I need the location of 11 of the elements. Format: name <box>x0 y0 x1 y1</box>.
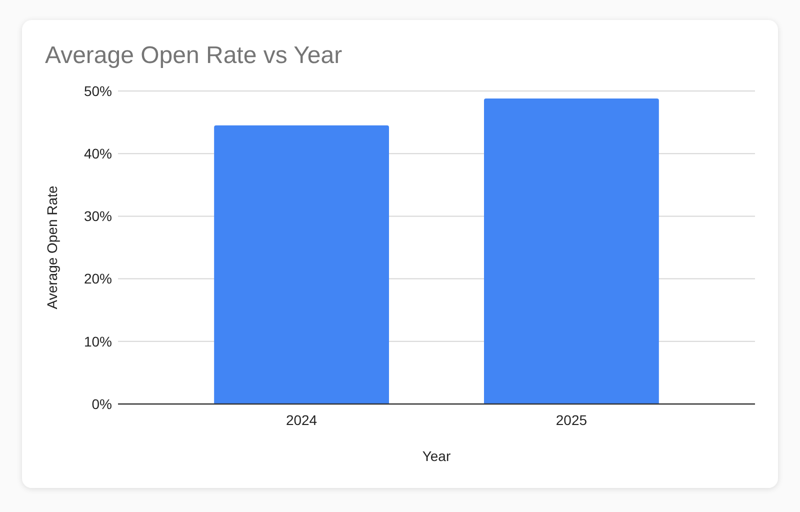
y-axis-title: Average Open Rate <box>44 186 60 310</box>
x-tick-label: 2025 <box>556 412 588 428</box>
x-tick-label: 2024 <box>286 412 318 428</box>
y-tick-label: 40% <box>84 146 112 162</box>
x-axis-title: Year <box>422 448 451 464</box>
y-tick-label: 0% <box>92 396 112 412</box>
chart-title: Average Open Rate vs Year <box>45 42 342 69</box>
y-tick-label: 50% <box>84 82 112 99</box>
y-tick-label: 30% <box>84 208 112 224</box>
y-tick-label: 20% <box>84 270 112 287</box>
y-tick-label: 10% <box>84 333 112 350</box>
